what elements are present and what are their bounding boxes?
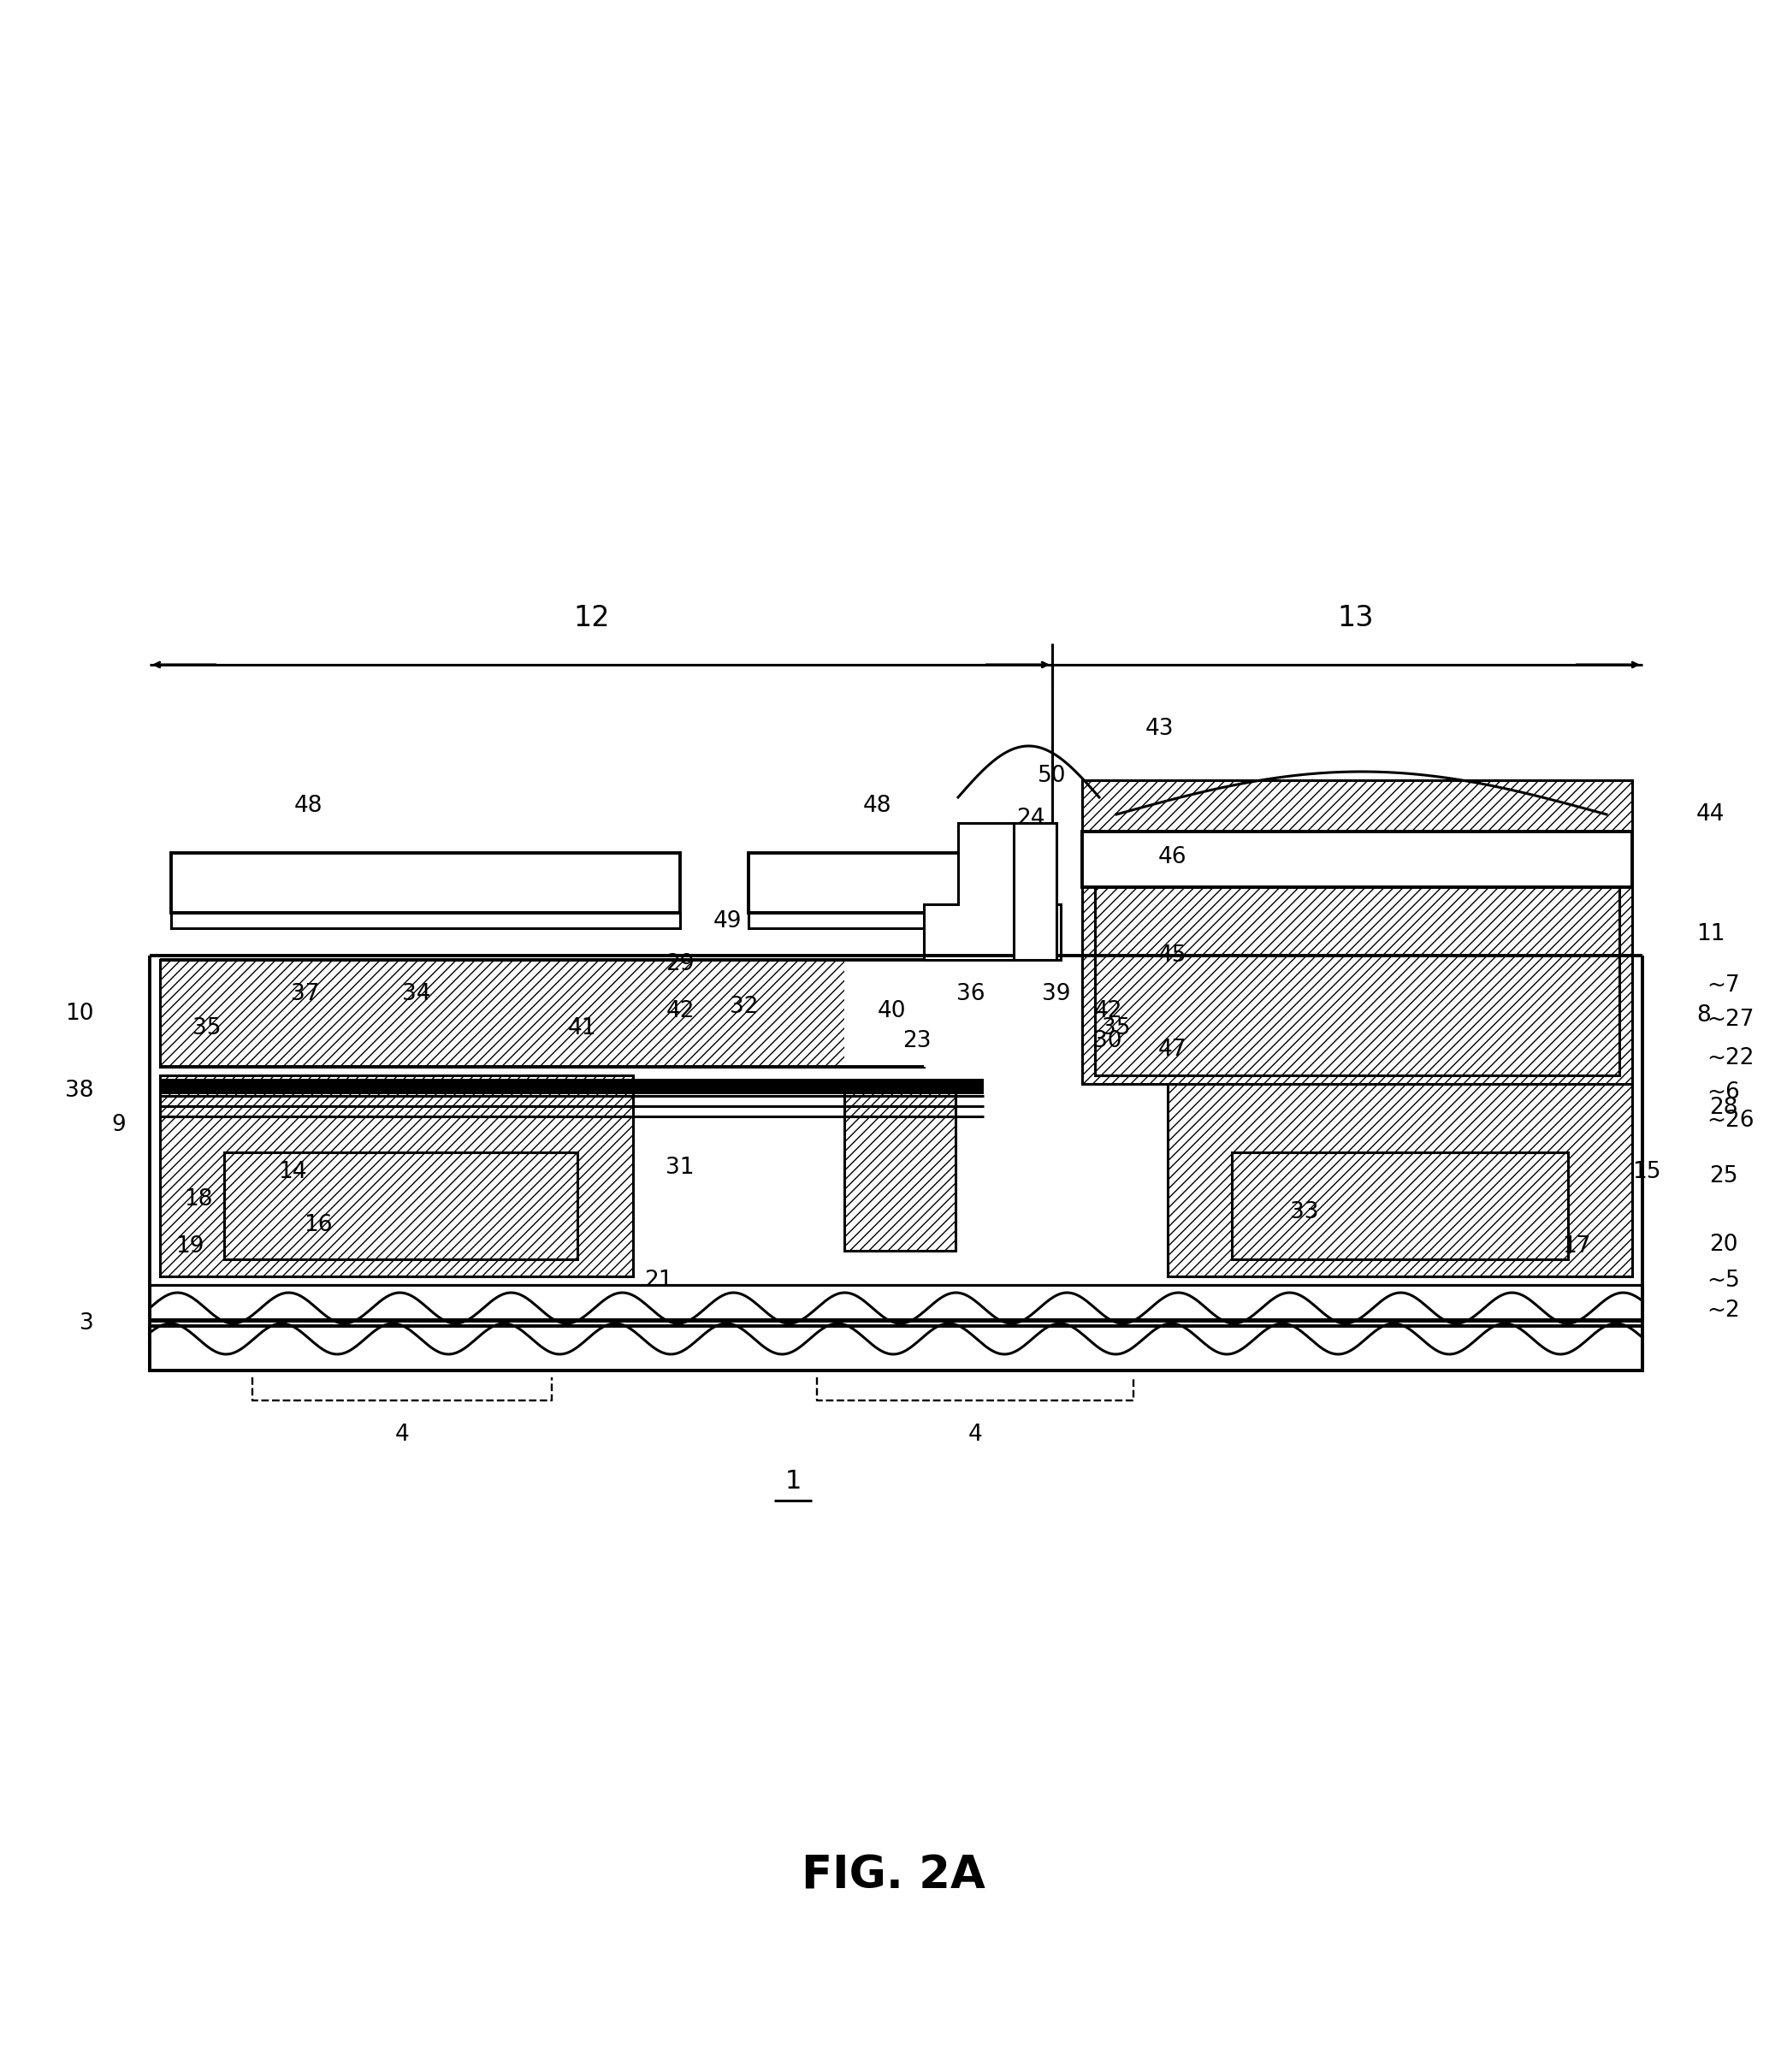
Text: 39: 39: [1042, 982, 1070, 1005]
Text: 48: 48: [293, 796, 322, 816]
Text: ~2: ~2: [1707, 1299, 1741, 1322]
Text: 30: 30: [1094, 1030, 1122, 1053]
Bar: [1231, 1152, 1567, 1260]
Bar: [843, 1084, 956, 1251]
Bar: [749, 854, 1022, 914]
Text: ~22: ~22: [1707, 1046, 1755, 1069]
Text: 44: 44: [1696, 804, 1724, 825]
Text: 35: 35: [1103, 1017, 1131, 1040]
Text: 14: 14: [279, 1160, 307, 1183]
Text: 20: 20: [1708, 1233, 1737, 1256]
Bar: [1167, 959, 1632, 1067]
Text: 4: 4: [395, 1423, 409, 1446]
Text: 21: 21: [645, 1270, 674, 1291]
Bar: [843, 959, 956, 1067]
Text: ~7: ~7: [1707, 974, 1741, 997]
Bar: [1083, 831, 1632, 887]
Text: 16: 16: [304, 1214, 332, 1237]
Text: 48: 48: [863, 796, 892, 816]
Text: 35: 35: [193, 1017, 222, 1040]
Text: 42: 42: [667, 1001, 695, 1021]
Text: 8: 8: [1696, 1005, 1710, 1026]
Text: 28: 28: [1708, 1096, 1737, 1119]
Text: 46: 46: [1158, 845, 1187, 868]
Text: 15: 15: [1632, 1160, 1660, 1183]
Text: 37: 37: [291, 982, 320, 1005]
Bar: [150, 1285, 1642, 1320]
Bar: [1083, 781, 1632, 1084]
Text: 4: 4: [969, 1423, 983, 1446]
Text: 40: 40: [877, 1001, 906, 1021]
Text: 36: 36: [956, 982, 985, 1005]
Text: 42: 42: [1094, 1001, 1122, 1021]
Text: 50: 50: [1038, 765, 1067, 787]
Bar: [1095, 887, 1619, 1075]
Text: 18: 18: [184, 1187, 213, 1210]
Text: 10: 10: [66, 1003, 95, 1026]
Text: FIG. 2A: FIG. 2A: [801, 1852, 985, 1898]
Text: ~27: ~27: [1707, 1009, 1755, 1032]
Text: 49: 49: [713, 910, 742, 932]
Bar: [172, 914, 681, 928]
Text: 25: 25: [1708, 1164, 1737, 1187]
Text: 38: 38: [66, 1080, 95, 1102]
Text: 31: 31: [667, 1156, 695, 1179]
Bar: [223, 1152, 577, 1260]
Text: 1: 1: [784, 1469, 801, 1494]
Text: 12: 12: [574, 603, 609, 632]
Bar: [1167, 1075, 1632, 1276]
Bar: [161, 959, 924, 1067]
Bar: [172, 854, 681, 914]
Text: 41: 41: [566, 1017, 597, 1040]
Text: 9: 9: [111, 1115, 125, 1135]
Text: 29: 29: [667, 953, 695, 976]
Polygon shape: [924, 823, 1061, 959]
Text: 11: 11: [1696, 922, 1724, 945]
Bar: [161, 1080, 985, 1094]
Bar: [150, 1067, 1642, 1285]
Bar: [749, 914, 1022, 928]
Text: 17: 17: [1562, 1235, 1590, 1258]
Text: 3: 3: [80, 1312, 95, 1334]
Text: 47: 47: [1158, 1038, 1187, 1061]
Text: 23: 23: [902, 1030, 931, 1053]
Text: 34: 34: [402, 982, 431, 1005]
Text: 33: 33: [1290, 1202, 1319, 1222]
Text: ~6: ~6: [1707, 1082, 1741, 1104]
Text: 19: 19: [175, 1235, 204, 1258]
Bar: [1013, 823, 1056, 959]
Text: 43: 43: [1145, 717, 1174, 740]
Text: 32: 32: [729, 997, 758, 1017]
Bar: [150, 1328, 1642, 1370]
Bar: [161, 1075, 633, 1276]
Text: 45: 45: [1158, 945, 1187, 968]
Text: 24: 24: [1017, 808, 1045, 829]
Text: ~26: ~26: [1707, 1111, 1755, 1131]
Text: 13: 13: [1338, 603, 1374, 632]
Text: ~5: ~5: [1707, 1270, 1741, 1291]
